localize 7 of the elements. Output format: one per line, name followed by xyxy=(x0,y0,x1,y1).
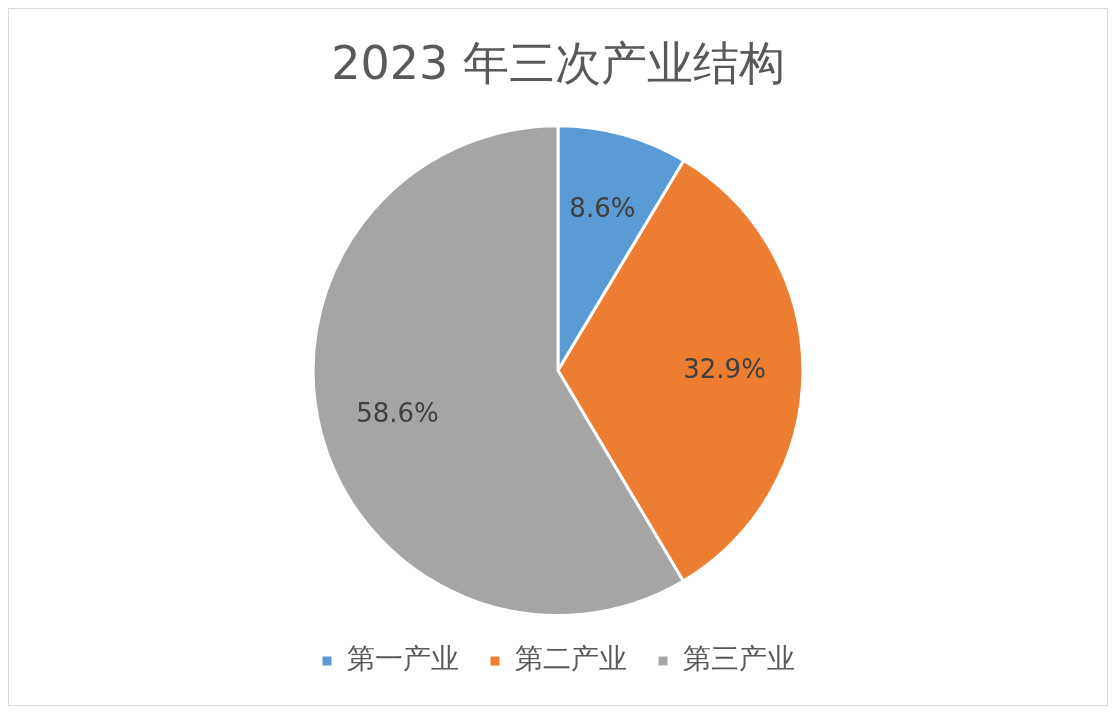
data-label: 32.9% xyxy=(683,353,766,384)
legend-label: 第一产业 xyxy=(347,642,459,676)
chart-title: 2023 年三次产业结构 xyxy=(331,35,785,90)
data-label: 58.6% xyxy=(356,397,439,428)
legend-label: 第三产业 xyxy=(683,642,795,676)
data-label: 8.6% xyxy=(569,192,636,223)
legend-label: 第二产业 xyxy=(515,642,627,676)
